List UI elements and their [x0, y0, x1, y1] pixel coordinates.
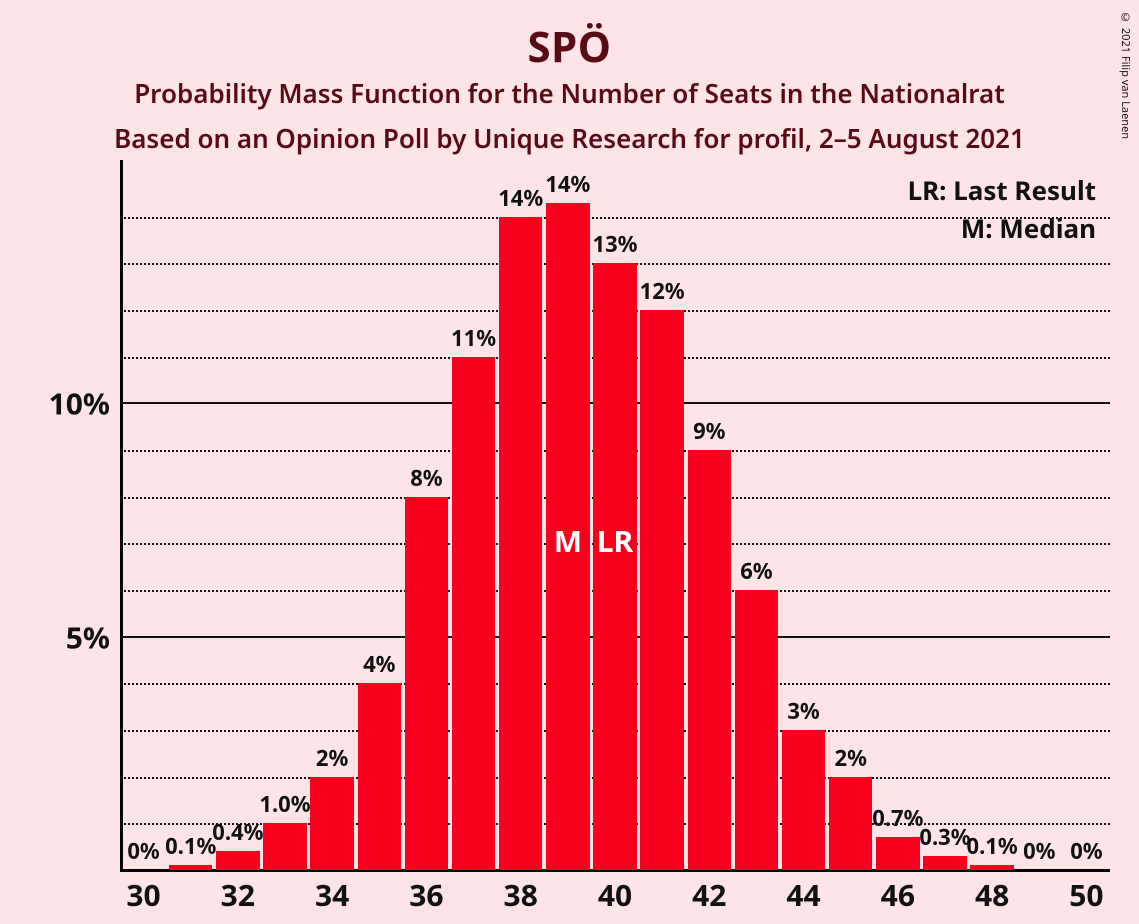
x-tick-label: 48 [975, 874, 1009, 915]
bar-value-label: 0.4% [212, 817, 263, 851]
bar [640, 310, 683, 870]
x-tick-label: 40 [598, 874, 632, 915]
bar-value-label: 0% [127, 836, 159, 870]
y-tick-label: 5% [10, 616, 110, 657]
bar [970, 865, 1013, 870]
bar-value-label: 2% [316, 743, 348, 777]
bar-value-label: 12% [640, 276, 685, 310]
y-tick-label: 10% [10, 383, 110, 424]
x-tick-label: 32 [221, 874, 255, 915]
copyright-label: © 2021 Filip van Laenen [1118, 10, 1133, 139]
x-tick-label: 42 [692, 874, 726, 915]
bar-value-label: 11% [451, 323, 496, 357]
bar [876, 837, 919, 870]
legend-median: M: Median [961, 210, 1096, 246]
x-tick-label: 44 [786, 874, 820, 915]
bar [499, 217, 542, 870]
x-tick-label: 46 [881, 874, 915, 915]
chart-subtitle-2: Based on an Opinion Poll by Unique Resea… [0, 120, 1139, 156]
bar-value-label: 0.7% [872, 803, 923, 837]
bar [923, 856, 966, 870]
bar [216, 851, 259, 870]
plot-area: LR: Last Result M: Median 5%10%303234363… [120, 170, 1110, 870]
x-tick-label: 30 [126, 874, 160, 915]
bar [310, 777, 353, 870]
bar-value-label: 8% [410, 463, 442, 497]
bar-value-label: 6% [740, 556, 772, 590]
legend-last-result: LR: Last Result [908, 172, 1096, 208]
bar [829, 777, 872, 870]
chart-subtitle-1: Probability Mass Function for the Number… [0, 75, 1139, 111]
bar [593, 263, 636, 870]
x-tick-label: 38 [504, 874, 538, 915]
bar-value-label: 0% [1023, 836, 1055, 870]
median-marker: M [554, 520, 582, 561]
gridline-minor [120, 217, 1110, 219]
bar-value-label: 0.3% [919, 822, 970, 856]
x-tick-label: 50 [1069, 874, 1103, 915]
x-tick-label: 36 [409, 874, 443, 915]
x-tick-label: 34 [315, 874, 349, 915]
bar [169, 865, 212, 870]
bar-value-label: 2% [834, 743, 866, 777]
bar [263, 823, 306, 870]
bar-value-label: 4% [363, 649, 395, 683]
bar-value-label: 0.1% [165, 831, 216, 865]
bar [452, 357, 495, 870]
bar-value-label: 9% [693, 416, 725, 450]
bar [782, 730, 825, 870]
bar [688, 450, 731, 870]
bar [405, 497, 448, 870]
bar-value-label: 0.1% [967, 831, 1018, 865]
bar-value-label: 14% [545, 169, 590, 203]
bar [735, 590, 778, 870]
bar-value-label: 13% [592, 229, 637, 263]
bar-value-label: 3% [787, 696, 819, 730]
last-result-marker: LR [597, 520, 633, 561]
bar [358, 683, 401, 870]
chart-title: SPÖ [0, 18, 1139, 75]
bar-value-label: 0% [1070, 836, 1102, 870]
bar-value-label: 1.0% [259, 789, 310, 823]
y-axis [120, 160, 123, 870]
bar-value-label: 14% [498, 183, 543, 217]
